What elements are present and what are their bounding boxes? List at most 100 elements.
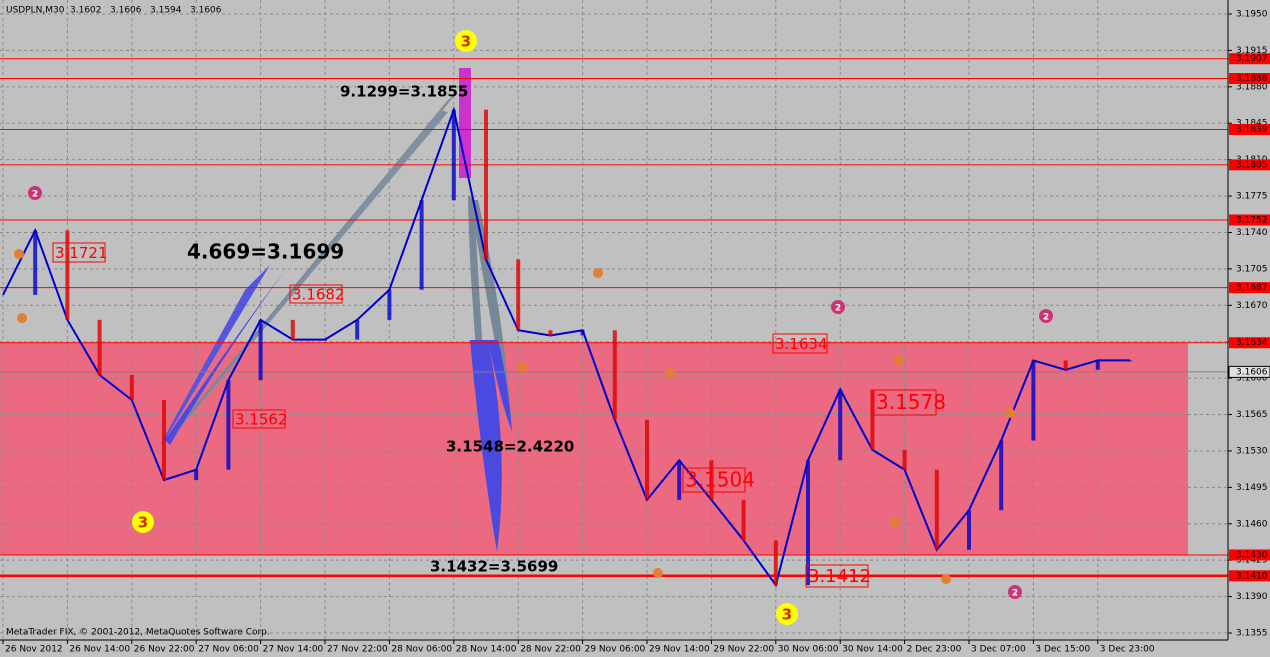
x-tick-label: 28 Nov 06:00: [391, 645, 452, 655]
candle: [162, 399, 166, 481]
candle: [612, 330, 617, 420]
y-tick-label: 3.1670: [1236, 301, 1268, 311]
wave-marker: [1008, 585, 1022, 599]
price-label: 3.1682: [292, 286, 345, 304]
plot-layer: [0, 58, 1228, 588]
x-tick-label: 26 Nov 22:00: [134, 645, 195, 655]
wave-marker-label: 2: [32, 190, 38, 200]
y-tick-label: 3.1390: [1236, 592, 1268, 602]
pivot-dot: [1005, 408, 1015, 418]
zone-layer: [0, 342, 1188, 555]
price-label: 3.1412: [808, 566, 871, 587]
candle: [902, 449, 907, 470]
fan: [488, 340, 512, 432]
level-tag-label: 3.1687: [1236, 283, 1268, 293]
wave-marker: [455, 30, 477, 52]
y-tick-label: 3.1530: [1236, 446, 1268, 456]
pivot-dot: [593, 268, 603, 278]
price-line: [2, 106, 1130, 588]
candle: [226, 380, 231, 470]
y-tick-label: 3.1950: [1236, 10, 1268, 20]
x-tick-label: 27 Nov 22:00: [327, 645, 388, 655]
x-tick-label: 30 Nov 14:00: [842, 645, 903, 655]
price-label: 3.1504: [685, 468, 755, 492]
y-tick-label: 3.1740: [1236, 228, 1268, 238]
candle: [773, 540, 778, 586]
y-tick-label: 3.1355: [1236, 629, 1268, 639]
level-tag: [1229, 159, 1270, 171]
level-tag-label: 3.1888: [1236, 74, 1268, 84]
ohlc-value: 3.1606: [190, 6, 222, 16]
y-tick-label: 3.1915: [1236, 46, 1268, 56]
current-price-label: 3.1606: [1236, 367, 1268, 377]
pivot-dot: [17, 313, 27, 323]
level-tag-label: 3.1430: [1236, 550, 1268, 560]
x-tick-label: 27 Nov 06:00: [198, 645, 259, 655]
x-tick-label: 3 Dec 15:00: [1035, 645, 1090, 655]
pivot-dot: [517, 362, 527, 372]
candle: [419, 200, 424, 290]
x-tick-label: 2 Dec 23:00: [907, 645, 962, 655]
y-tick-label: 3.1705: [1236, 264, 1268, 274]
level-tag-label: 3.1634: [1236, 338, 1268, 348]
pivot-dot: [890, 517, 900, 527]
y-tick-label: 3.1495: [1236, 483, 1268, 493]
x-tick-label: 29 Nov 06:00: [585, 645, 646, 655]
level-tag: [1229, 549, 1270, 561]
level-tag: [1229, 123, 1270, 135]
annotation: 3.1548=2.4220: [446, 438, 574, 456]
price-label-box: [52, 242, 106, 263]
candle: [999, 440, 1004, 511]
candle: [258, 319, 263, 381]
candle: [194, 469, 199, 481]
level-tag: [1229, 282, 1270, 294]
candle: [516, 259, 521, 331]
level-tag-label: 3.1752: [1236, 215, 1268, 225]
candle: [65, 230, 70, 320]
ohlc-value: 3.1594: [150, 6, 182, 16]
x-tick-label: 30 Nov 06:00: [778, 645, 839, 655]
level-tag-label: 3.1839: [1236, 125, 1268, 135]
candle: [97, 319, 102, 375]
fan: [165, 270, 285, 445]
candle: [387, 289, 392, 320]
x-tick-label: 28 Nov 14:00: [456, 645, 517, 655]
level-tag: [1229, 214, 1270, 226]
ohlc-value: 3.1606: [110, 6, 142, 16]
x-tick-label: 29 Nov 14:00: [649, 645, 710, 655]
wave-marker: [831, 300, 845, 314]
level-tag: [1229, 337, 1270, 349]
y-tick-label: 3.1565: [1236, 410, 1268, 420]
price-label-box: [232, 409, 286, 429]
wave-marker-label: 3: [782, 606, 792, 624]
candle: [1095, 360, 1100, 370]
wave-marker-label: 2: [1043, 313, 1049, 323]
candle: [580, 330, 585, 336]
level-tag: [1229, 53, 1270, 65]
candle: [451, 109, 456, 201]
level-tag-label: 3.1907: [1236, 54, 1268, 64]
footer: MetaTrader FIX, © 2001-2012, MetaQuotes …: [6, 628, 270, 638]
candle: [355, 319, 360, 340]
candle: [967, 510, 971, 550]
price-label: 3.1578: [876, 390, 946, 414]
price-label-box: [682, 467, 746, 493]
zone: [0, 342, 1188, 555]
fan: [160, 265, 270, 445]
candle: [290, 319, 295, 340]
symbol: USDPLN,M30: [6, 6, 65, 16]
y-tick-label: 3.1845: [1236, 119, 1268, 129]
price-label: 3.1562: [235, 411, 288, 429]
candle: [709, 460, 714, 500]
x-tick-label: 3 Dec 07:00: [971, 645, 1026, 655]
price-label-box: [289, 284, 343, 304]
level-tag-label: 3.1805: [1236, 160, 1268, 170]
annotation: 4.669=3.1699: [187, 240, 344, 264]
wave-marker-label: 2: [835, 304, 841, 314]
fan: [470, 340, 502, 552]
wave-marker-label: 3: [138, 514, 148, 532]
level-tag: [1229, 73, 1270, 85]
x-tick-label: 26 Nov 14:00: [69, 645, 130, 655]
candle: [1031, 360, 1036, 441]
